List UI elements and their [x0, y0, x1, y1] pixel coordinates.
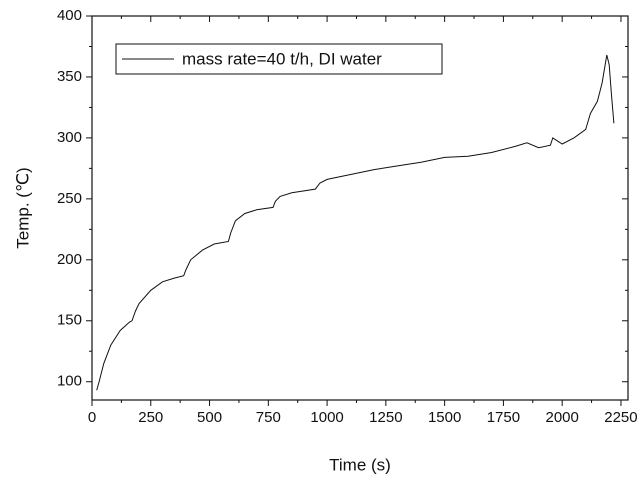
x-tick-label: 750: [256, 409, 281, 426]
x-axis-title: Time (s): [329, 455, 391, 474]
y-tick-label: 200: [57, 251, 82, 268]
y-tick-label: 350: [57, 68, 82, 85]
x-tick-label: 1250: [369, 409, 402, 426]
plot-frame: [91, 15, 629, 401]
y-tick-label: 100: [57, 373, 82, 390]
x-tick-label: 1500: [428, 409, 461, 426]
data-line: [96, 54, 615, 391]
y-tick-label: 150: [57, 312, 82, 329]
x-tick-label: 1750: [487, 409, 520, 426]
x-tick-label: 2000: [545, 409, 578, 426]
x-tick-label: 250: [138, 409, 163, 426]
x-tick-label: 1000: [310, 409, 343, 426]
x-tick-label: 0: [88, 409, 96, 426]
legend-label: mass rate=40 t/h, DI water: [182, 49, 382, 68]
y-tick-label: 300: [57, 129, 82, 146]
y-tick-label: 400: [57, 7, 82, 24]
y-axis-title: Temp. (℃): [13, 167, 32, 248]
x-tick-label: 500: [197, 409, 222, 426]
y-tick-label: 250: [57, 190, 82, 207]
x-tick-label: 2250: [604, 409, 637, 426]
